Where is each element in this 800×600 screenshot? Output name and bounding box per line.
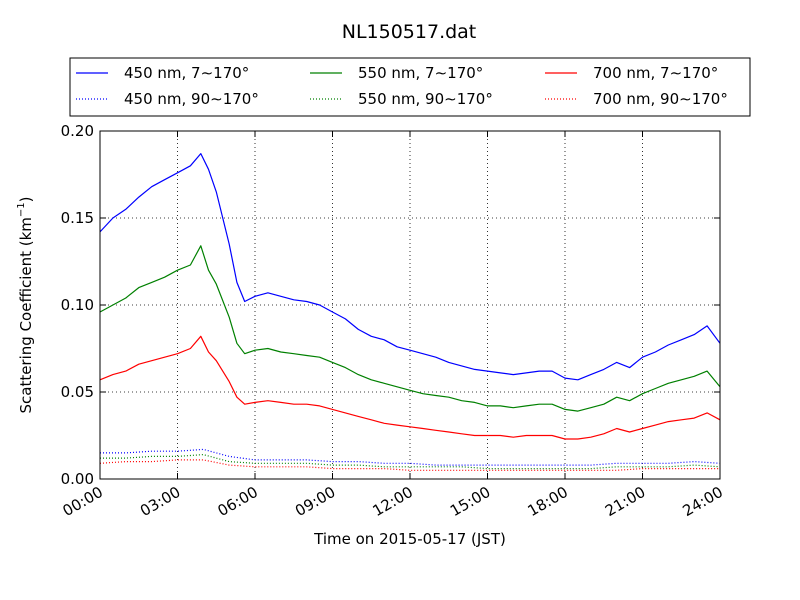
plot-frame — [99, 130, 721, 480]
legend-items: 450 nm, 7∼170° 550 nm, 7∼170° 700 nm, 7∼17… — [76, 64, 728, 108]
legend-frame — [69, 57, 751, 117]
series-line-1 — [99, 153, 721, 381]
legend-label-3: 700 nm, 7∼170° — [593, 64, 718, 82]
y-axis-label: Scattering Coefficient (km−1) — [16, 196, 35, 413]
legend-label-4: 450 nm, 90∼170° — [124, 90, 259, 108]
y-tick-label: 0.05 — [61, 383, 94, 401]
legend-label-5: 550 nm, 90∼170° — [358, 90, 493, 108]
series-line-3 — [99, 335, 721, 440]
legend-label-2: 550 nm, 7∼170° — [358, 64, 483, 82]
chart-title: NL150517.dat — [342, 21, 477, 43]
y-tick-label: 0.00 — [61, 470, 94, 488]
y-tick-labels: 0.00 0.05 0.10 0.15 0.20 — [61, 122, 94, 488]
legend-label-6: 700 nm, 90∼170° — [593, 90, 728, 108]
y-axis-label-main: Scattering Coefficient (km — [17, 217, 35, 413]
grid — [100, 131, 720, 479]
series-lines — [99, 153, 721, 471]
y-tick-label: 0.10 — [61, 296, 94, 314]
x-axis-label: Time on 2015-05-17 (JST) — [313, 530, 506, 548]
y-axis-label-close: ) — [17, 196, 35, 202]
y-tick-label: 0.20 — [61, 122, 94, 140]
legend: 450 nm, 7∼170° 550 nm, 7∼170° 700 nm, 7∼17… — [69, 57, 751, 117]
series-line-2 — [99, 245, 721, 412]
y-tick-label: 0.15 — [61, 209, 94, 227]
legend-label-1: 450 nm, 7∼170° — [124, 64, 249, 82]
y-axis-label-superscript: −1 — [16, 202, 27, 217]
plot-area — [99, 130, 721, 480]
